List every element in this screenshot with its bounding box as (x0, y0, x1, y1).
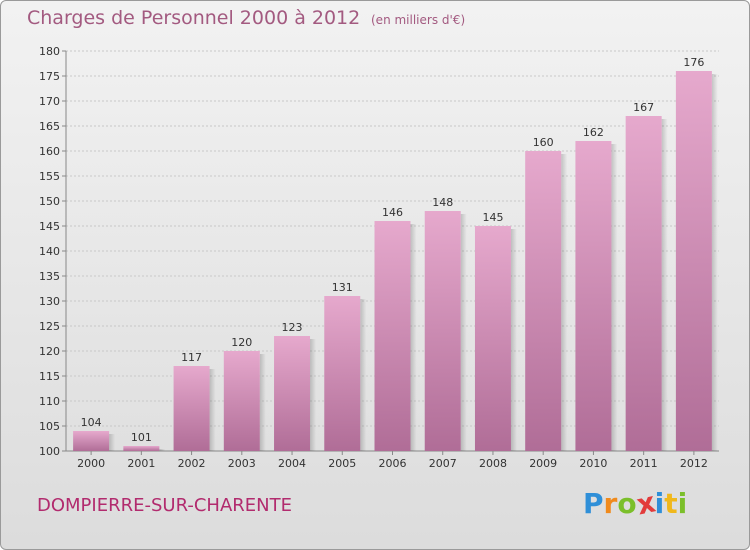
bar (73, 431, 110, 451)
bar-shadow (711, 74, 718, 451)
y-tick-label: 120 (39, 345, 60, 358)
logo-letter: P (583, 487, 604, 520)
chart-title: Charges de Personnel 2000 à 2012 (27, 7, 361, 29)
y-tick-label: 160 (39, 145, 60, 158)
y-tick-label: 150 (39, 195, 60, 208)
bar (374, 221, 411, 451)
logo-letter: t (664, 487, 678, 520)
x-tick-label: 2011 (630, 457, 658, 470)
x-tick-label: 2009 (529, 457, 557, 470)
proxiti-logo: Proxiti (583, 485, 688, 521)
x-tick-label: 2007 (429, 457, 457, 470)
bar (424, 211, 461, 451)
y-tick-label: 115 (39, 370, 60, 383)
y-tick-label: 105 (39, 420, 60, 433)
bar-value-label: 145 (482, 211, 503, 224)
bar-value-label: 146 (382, 206, 403, 219)
bar-value-label: 101 (131, 431, 152, 444)
x-tick-label: 2006 (379, 457, 407, 470)
y-tick-label: 110 (39, 395, 60, 408)
y-tick-label: 100 (39, 445, 60, 458)
bar (675, 71, 712, 451)
commune-name: DOMPIERRE-SUR-CHARENTE (37, 495, 292, 516)
bar-shadow (159, 449, 166, 451)
x-tick-label: 2005 (328, 457, 356, 470)
bar (474, 226, 511, 451)
bar-shadow (310, 339, 317, 451)
bar-value-label: 162 (583, 126, 604, 139)
logo-letter: i (677, 487, 688, 520)
y-tick-label: 140 (39, 245, 60, 258)
logo-letter: i (654, 487, 665, 520)
bar-value-label: 120 (231, 336, 252, 349)
x-tick-label: 2004 (278, 457, 306, 470)
x-tick-label: 2003 (228, 457, 256, 470)
y-tick-label: 155 (39, 170, 60, 183)
bar (525, 151, 562, 451)
x-tick-label: 2010 (579, 457, 607, 470)
y-tick-label: 145 (39, 220, 60, 233)
bar (575, 141, 612, 451)
bar (274, 336, 311, 451)
bar-value-label: 104 (81, 416, 102, 429)
bar-shadow (561, 154, 568, 451)
bar-value-label: 123 (282, 321, 303, 334)
x-tick-label: 2000 (77, 457, 105, 470)
y-tick-label: 135 (39, 270, 60, 283)
bar (625, 116, 662, 451)
y-tick-label: 175 (39, 70, 60, 83)
bar-value-label: 148 (432, 196, 453, 209)
x-tick-label: 2008 (479, 457, 507, 470)
y-tick-label: 180 (39, 45, 60, 58)
x-tick-label: 2001 (127, 457, 155, 470)
y-tick-label: 170 (39, 95, 60, 108)
bar (123, 446, 160, 451)
x-tick-label: 2002 (178, 457, 206, 470)
bar-shadow (460, 214, 467, 451)
bar-shadow (209, 369, 216, 451)
bar (173, 366, 210, 451)
bar-shadow (410, 224, 417, 451)
logo-letter: r (603, 487, 618, 520)
bar-shadow (259, 354, 266, 451)
logo-letter: o (617, 487, 637, 520)
bar-value-label: 117 (181, 351, 202, 364)
bar-value-label: 160 (533, 136, 554, 149)
chart-subtitle: (en milliers d'€) (371, 13, 466, 27)
bar-shadow (661, 119, 668, 451)
x-tick-label: 2012 (680, 457, 708, 470)
bar-value-label: 176 (683, 56, 704, 69)
y-tick-label: 125 (39, 320, 60, 333)
bar-shadow (611, 144, 618, 451)
bar (223, 351, 260, 451)
bar-shadow (510, 229, 517, 451)
y-tick-label: 165 (39, 120, 60, 133)
bar-value-label: 131 (332, 281, 353, 294)
bar-shadow (360, 299, 367, 451)
bar-shadow (109, 434, 116, 451)
bar-value-label: 167 (633, 101, 654, 114)
bar (324, 296, 361, 451)
y-tick-label: 130 (39, 295, 60, 308)
